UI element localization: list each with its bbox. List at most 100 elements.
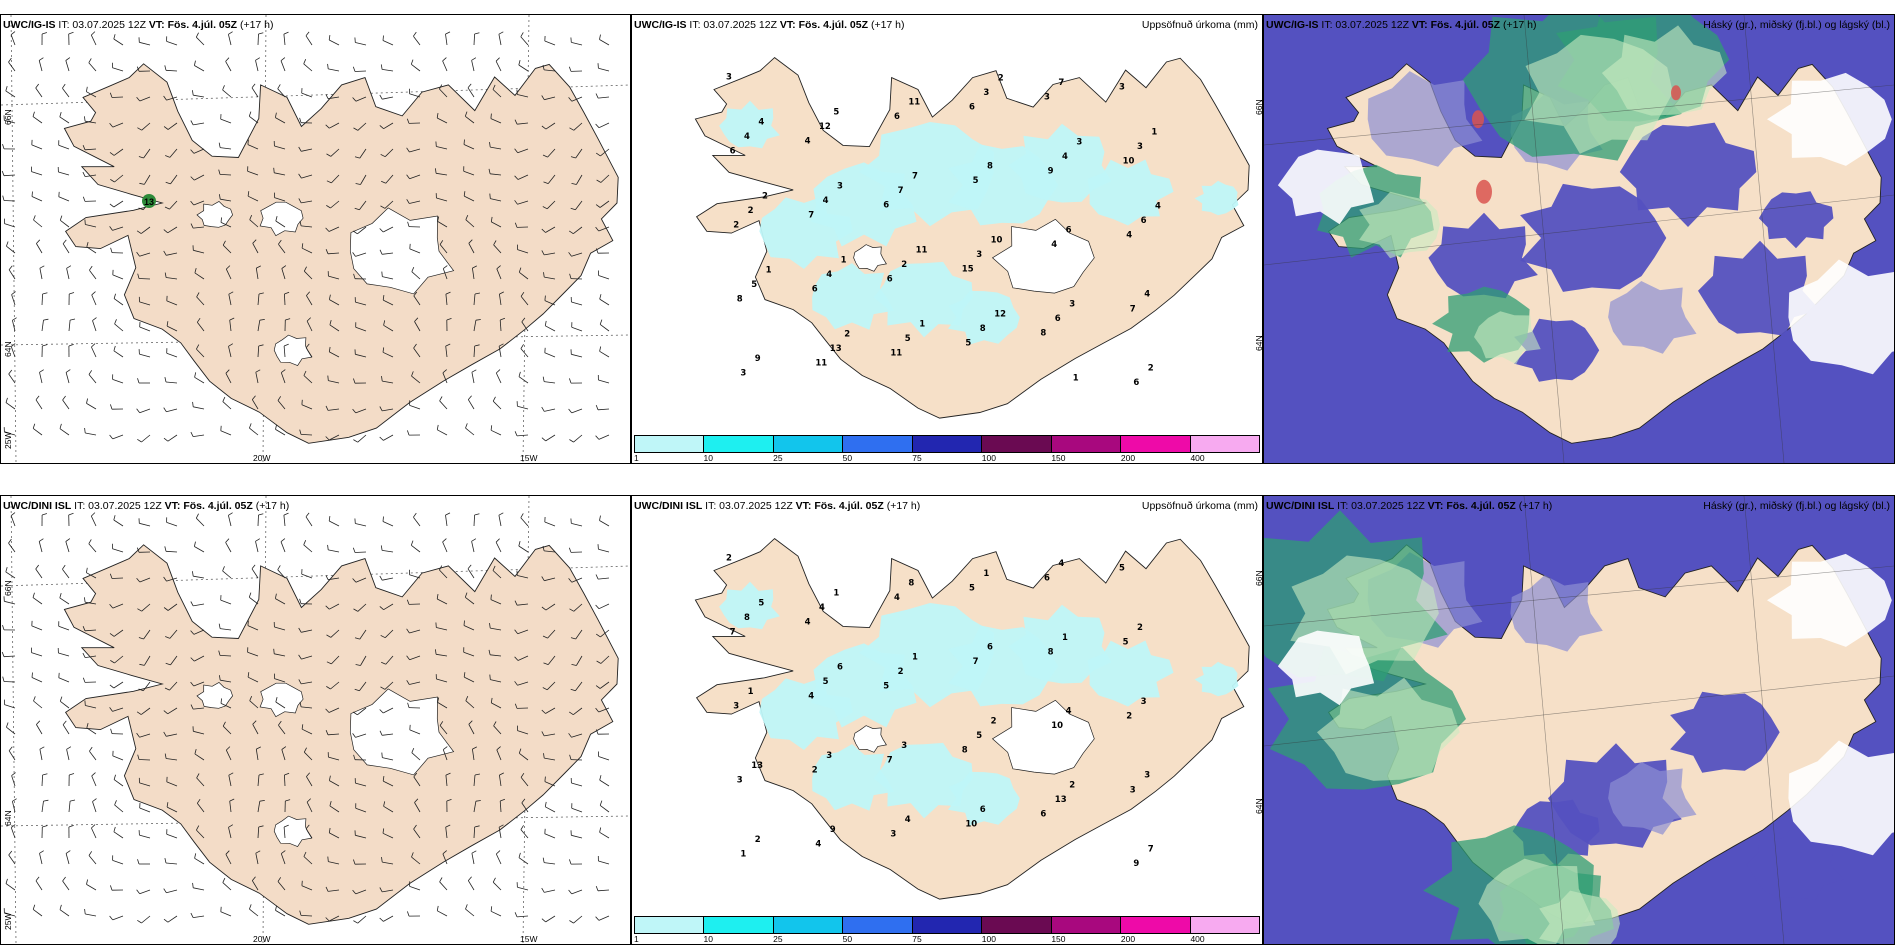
precip-value: 11 [815, 358, 827, 368]
precip-value: 9 [755, 354, 761, 364]
panel-title: UWC/IG-IS IT: 03.07.2025 12Z VT: Fös. 4.… [634, 19, 905, 31]
precip-value: 4 [808, 692, 814, 702]
precip-value: 3 [726, 73, 732, 83]
wind-barbs [1, 512, 610, 924]
panel-title: UWC/DINI ISL IT: 03.07.2025 12Z VT: Fös.… [3, 500, 290, 512]
precip-value: 13 [751, 761, 763, 771]
colorbar-swatch [773, 436, 844, 452]
precip-value: 4 [1051, 240, 1057, 250]
lon-label-25w: 25W [3, 431, 13, 449]
precip-value: 5 [758, 599, 764, 609]
precip-value: 6 [987, 643, 993, 653]
precip-value: 9 [830, 825, 836, 835]
precip-value: 6 [887, 275, 893, 285]
precip-value: 4 [1058, 559, 1064, 569]
precip-value: 1 [833, 589, 839, 599]
precip-value: 3 [983, 88, 989, 98]
precip-value: 3 [1076, 137, 1082, 147]
colorbar-swatch [912, 436, 983, 452]
glacier [196, 200, 233, 228]
precip-value: 11 [890, 349, 902, 359]
precip-value: 5 [833, 108, 839, 118]
precip-value: 2 [812, 766, 818, 776]
colorbar-tick-label: 100 [981, 453, 996, 463]
colorbar-swatch [635, 436, 705, 452]
colorbar-swatch [1190, 917, 1259, 933]
wind-map: 13 [1, 15, 630, 463]
precip-value: 3 [901, 741, 907, 751]
precip-value: 10 [1123, 156, 1135, 166]
panel-r2-cloud: UWC/DINI ISL IT: 03.07.2025 12Z VT: Fös.… [1263, 495, 1895, 945]
colorbar-tick-label: 1 [634, 453, 639, 463]
precip-value: 7 [730, 628, 736, 638]
colorbar-tick-label: 10 [703, 934, 714, 944]
precip-value: 7 [912, 172, 918, 182]
precip-value: 2 [901, 260, 907, 270]
glacier [991, 218, 1095, 294]
colorbar-tick-label: 25 [773, 453, 783, 463]
cloud-cover [1277, 15, 1894, 382]
glacier [349, 688, 455, 776]
convective-cell [1671, 85, 1681, 101]
panel-title: UWC/DINI ISL IT: 03.07.2025 12Z VT: Fös.… [1266, 500, 1553, 512]
precip-value: 8 [980, 324, 986, 334]
precip-value: 3 [1137, 142, 1143, 152]
precip-value: 2 [1137, 623, 1143, 633]
glacier [273, 815, 313, 848]
precip-value: 4 [758, 118, 764, 128]
precip-value: 15 [962, 265, 974, 275]
precip-value: 8 [987, 162, 993, 172]
lon-label-25w: 25W [3, 912, 13, 930]
precip-value: 6 [1141, 216, 1147, 226]
precip-value: 2 [1126, 711, 1132, 721]
precip-value: 4 [815, 839, 821, 849]
precip-value: 4 [805, 618, 811, 628]
precip-value: 3 [1144, 771, 1150, 781]
convective-cell [1472, 110, 1484, 129]
lat-label-64n: 64N [3, 341, 13, 357]
precip-value: 10 [965, 820, 977, 830]
precip-value: 7 [1148, 845, 1154, 855]
cloud-map [1264, 15, 1894, 463]
lat-label-66n: 66N [1254, 99, 1263, 115]
precip-value: 1 [766, 265, 772, 275]
precip-value: 5 [973, 176, 979, 186]
precip-value: 2 [748, 206, 754, 216]
precip-map: 2458657471065323582344710314251398536421… [694, 538, 1250, 900]
precip-value: 5 [1123, 637, 1129, 647]
lat-label-64n: 64N [1254, 335, 1263, 351]
panel-title: UWC/IG-IS IT: 03.07.2025 12Z VT: Fös. 4.… [1266, 19, 1537, 31]
precip-value: 5 [905, 334, 911, 344]
precip-value: 6 [1044, 573, 1050, 583]
colorbar-swatch [1121, 917, 1191, 933]
colorbar-tick-label: 150 [1051, 934, 1066, 944]
precip-value: 2 [733, 220, 739, 230]
precip-areas [719, 100, 1239, 345]
precip-value: 6 [812, 285, 818, 295]
precip-value: 9 [1048, 166, 1054, 176]
precip-value: 4 [1155, 201, 1161, 211]
precip-colorbar [634, 916, 1260, 934]
convective-cell [1476, 179, 1492, 204]
precip-value: 4 [805, 137, 811, 147]
precip-value: 6 [969, 102, 975, 112]
colorbar-swatch [704, 917, 774, 933]
precip-value: 2 [998, 73, 1004, 83]
cloud-cover [1264, 510, 1894, 944]
lon-label-15w: 15W [520, 453, 538, 463]
colorbar-ticks: 1 10 25 50 75 100 150 200 400 [634, 934, 1260, 944]
colorbar-swatch [1051, 436, 1122, 452]
precip-value: 6 [1040, 810, 1046, 820]
precip-value: 5 [965, 339, 971, 349]
precip-value: 2 [1148, 364, 1154, 374]
precip-value: 8 [737, 294, 743, 304]
precip-value: 1 [1062, 633, 1068, 643]
precip-value: 4 [819, 603, 825, 613]
precip-value: 8 [1040, 329, 1046, 339]
precip-value: 3 [976, 250, 982, 260]
precip-value: 3 [837, 182, 843, 192]
iceland-land [694, 57, 1250, 419]
colorbar-ticks: 1 10 25 50 75 100 150 200 400 [634, 453, 1260, 463]
precip-value: 1 [740, 849, 746, 859]
precip-value: 1 [1073, 374, 1079, 384]
